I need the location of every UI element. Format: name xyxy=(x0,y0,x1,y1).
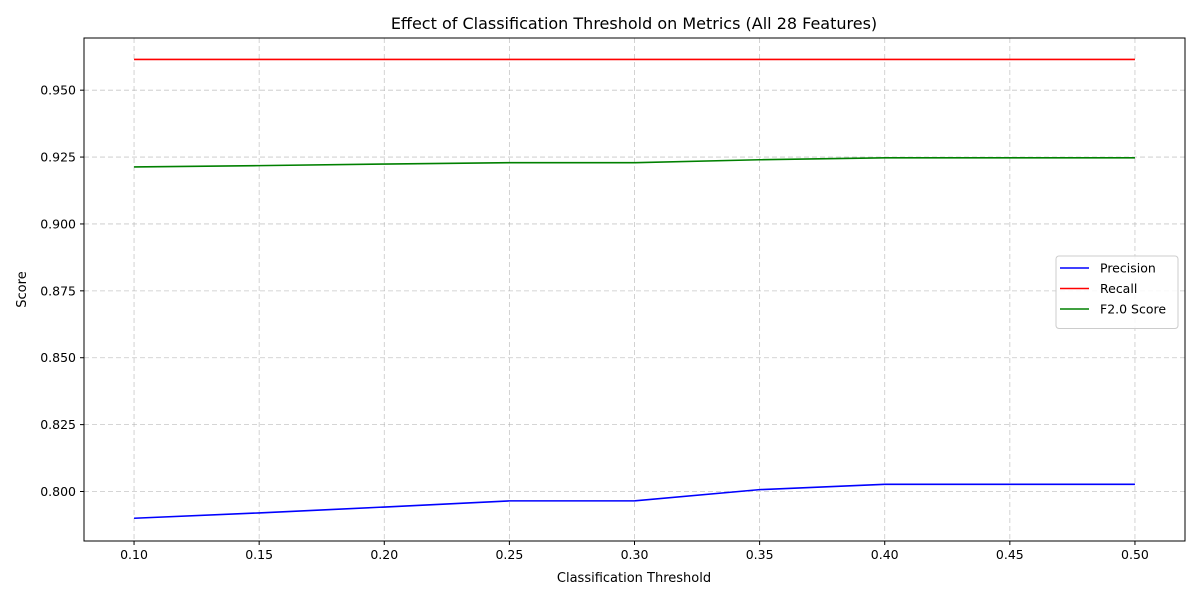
x-tick-label: 0.10 xyxy=(120,547,148,562)
series-lines xyxy=(134,58,1135,520)
x-tick-label: 0.30 xyxy=(621,547,649,562)
y-tick-label: 0.850 xyxy=(40,350,76,365)
y-axis-label: Score xyxy=(15,271,30,307)
x-tick-label: 0.15 xyxy=(245,547,273,562)
x-tick-label: 0.35 xyxy=(746,547,774,562)
legend-label-precision: Precision xyxy=(1100,261,1156,276)
x-tick-label: 0.50 xyxy=(1121,547,1149,562)
legend-frame xyxy=(1055,255,1179,329)
x-axis-label: Classification Threshold xyxy=(557,571,711,586)
x-tick-label: 0.25 xyxy=(495,547,523,562)
series-line-precision xyxy=(134,483,1135,520)
y-tick-label: 0.950 xyxy=(40,83,76,98)
y-tick-label: 0.875 xyxy=(40,283,76,298)
y-tick-label: 0.925 xyxy=(40,150,76,165)
axis-ticks: 0.10 0.15 0.20 0.25 0.30 0.35 0.40 0.45 0.50 0.80… xyxy=(40,83,1149,562)
grid xyxy=(84,38,1185,541)
legend: Precision Recall F2.0 Score xyxy=(1055,255,1179,329)
series-line-f2-0-score xyxy=(134,157,1135,168)
y-tick-label: 0.900 xyxy=(40,216,76,231)
y-tick-label: 0.825 xyxy=(40,417,76,432)
chart-title: Effect of Classification Threshold on Me… xyxy=(391,14,877,33)
x-tick-label: 0.40 xyxy=(871,547,899,562)
legend-label-f2-0-score: F2.0 Score xyxy=(1100,302,1166,317)
x-tick-label: 0.20 xyxy=(370,547,398,562)
x-tick-label: 0.45 xyxy=(996,547,1024,562)
y-tick-label: 0.800 xyxy=(40,484,76,499)
legend-label-recall: Recall xyxy=(1100,281,1137,296)
